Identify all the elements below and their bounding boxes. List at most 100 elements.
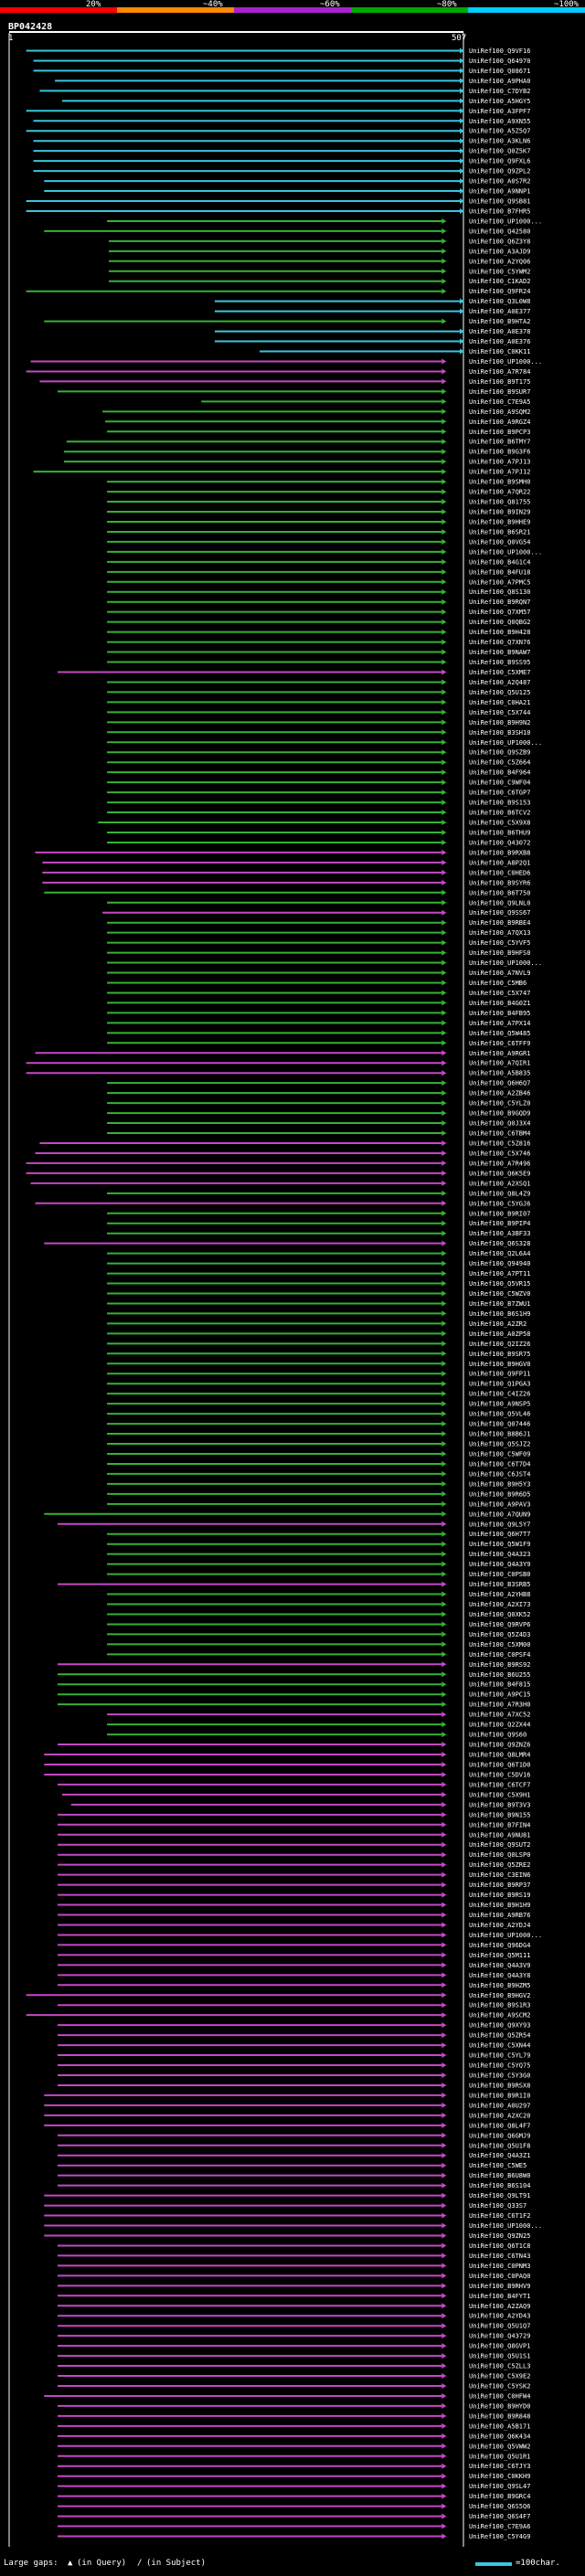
hit-row[interactable]: UniRef100_C0HA21 [107, 699, 530, 706]
hit-label[interactable]: UniRef100_Q0Z5K7 [469, 148, 530, 155]
hit-row[interactable]: UniRef100_Q0LSP0 [58, 1851, 530, 1859]
hit-row[interactable]: UniRef100_A0S7R2 [44, 178, 530, 186]
hit-row[interactable]: UniRef100_A2YDJ4 [58, 1922, 530, 1929]
hit-label[interactable]: UniRef100_Q9SB81 [469, 198, 530, 206]
hit-label[interactable]: UniRef100_Q7XN76 [469, 639, 530, 646]
hit-row[interactable]: UniRef100_B9HZM5 [58, 1982, 530, 1989]
hit-label[interactable]: UniRef100_B9HTA2 [469, 318, 530, 325]
hit-label[interactable]: UniRef100_A5B171 [469, 2422, 530, 2430]
hit-label[interactable]: UniRef100_C5YL79 [469, 2052, 530, 2060]
hit-label[interactable]: UniRef100_C5XM00 [469, 1641, 530, 1648]
hit-label[interactable]: UniRef100_B9GRC4 [469, 2493, 530, 2500]
hit-label[interactable]: UniRef100_Q43729 [469, 2333, 530, 2340]
hit-label[interactable]: UniRef100_A9SQM2 [469, 408, 530, 416]
hit-label[interactable]: UniRef100_Q5VWW2 [469, 2443, 530, 2450]
hit-label[interactable]: UniRef100_Q9FXL6 [469, 158, 530, 165]
hit-row[interactable]: UniRef100_Q5U1S1 [58, 2353, 530, 2360]
hit-label[interactable]: UniRef100_B9S153 [469, 800, 530, 807]
hit-label[interactable]: UniRef100_Q0LSP0 [469, 1851, 530, 1859]
hit-row[interactable]: UniRef100_C5WF09 [107, 1450, 530, 1458]
hit-label[interactable]: UniRef100_C5Z664 [469, 759, 530, 767]
hit-label[interactable]: UniRef100_Q5W485 [469, 1030, 530, 1037]
hit-label[interactable]: UniRef100_C6TN43 [469, 2253, 530, 2260]
hit-label[interactable]: UniRef100_UP1000... [469, 358, 542, 366]
hit-label[interactable]: UniRef100_B6S104 [469, 2182, 530, 2189]
hit-row[interactable]: UniRef100_A0E377 [214, 308, 531, 315]
hit-row[interactable]: UniRef100_B9HHE9 [107, 518, 530, 525]
hit-row[interactable]: UniRef100_C5Z816 [39, 1140, 530, 1147]
hit-row[interactable]: UniRef100_A7PT11 [107, 1270, 530, 1277]
hit-label[interactable]: UniRef100_B6TCV2 [469, 810, 530, 817]
hit-row[interactable]: UniRef100_C5YLZ0 [107, 1100, 530, 1108]
hit-label[interactable]: UniRef100_B6TMY7 [469, 439, 530, 446]
hit-row[interactable]: UniRef100_Q2L6A4 [107, 1250, 530, 1257]
hit-row[interactable]: UniRef100_Q7XN76 [107, 639, 530, 646]
hit-label[interactable]: UniRef100_Q43072 [469, 839, 530, 846]
hit-label[interactable]: UniRef100_Q5ZRE2 [469, 1861, 530, 1869]
hit-row[interactable]: UniRef100_Q64970 [33, 58, 531, 65]
hit-row[interactable]: UniRef100_A2XSQ1 [30, 1180, 531, 1187]
hit-label[interactable]: UniRef100_A0U297 [469, 2102, 530, 2109]
hit-label[interactable]: UniRef100_B4F815 [469, 1681, 530, 1689]
hit-label[interactable]: UniRef100_Q4A3V9 [469, 1962, 530, 1969]
hit-row[interactable]: UniRef100_A3BF33 [107, 1230, 530, 1237]
hit-label[interactable]: UniRef100_B9H428 [469, 629, 530, 636]
hit-row[interactable]: UniRef100_B9SYR6 [42, 879, 530, 886]
hit-label[interactable]: UniRef100_A3AJD9 [469, 248, 530, 255]
hit-row[interactable]: UniRef100_Q6T1D0 [44, 1761, 530, 1768]
hit-label[interactable]: UniRef100_C5X744 [469, 709, 530, 716]
hit-row[interactable]: UniRef100_C5X9H1 [61, 1791, 530, 1798]
hit-label[interactable]: UniRef100_B9T175 [469, 378, 530, 386]
hit-row[interactable]: UniRef100_C0HED6 [42, 869, 530, 876]
hit-label[interactable]: UniRef100_A2ZB46 [469, 1090, 530, 1097]
hit-label[interactable]: UniRef100_Q6T1D0 [469, 1761, 530, 1768]
hit-label[interactable]: UniRef100_Q5Z4D3 [469, 1631, 530, 1638]
hit-row[interactable]: UniRef100_C5YL79 [58, 2052, 530, 2060]
hit-label[interactable]: UniRef100_B6S1H9 [469, 1310, 530, 1318]
hit-row[interactable]: UniRef100_B9RI07 [107, 1210, 530, 1217]
hit-label[interactable]: UniRef100_A7R3H0 [469, 1701, 530, 1709]
hit-label[interactable]: UniRef100_B9RXB8 [469, 849, 530, 856]
hit-label[interactable]: UniRef100_C5YGJ6 [469, 1200, 530, 1207]
hit-row[interactable]: UniRef100_C0KKH9 [58, 2473, 530, 2480]
hit-label[interactable]: UniRef100_C5ZLL3 [469, 2363, 530, 2370]
hit-row[interactable]: UniRef100_Q4A323 [107, 1551, 530, 1558]
hit-label[interactable]: UniRef100_Q7XM57 [469, 609, 530, 616]
hit-label[interactable]: UniRef100_B9RS19 [469, 1892, 530, 1899]
hit-row[interactable]: UniRef100_B7ZWU1 [107, 1300, 530, 1308]
hit-label[interactable]: UniRef100_C5Y3G0 [469, 2072, 530, 2079]
hit-label[interactable]: UniRef100_B9IN29 [469, 509, 530, 516]
hit-label[interactable]: UniRef100_B9SR75 [469, 1351, 530, 1358]
hit-label[interactable]: UniRef100_Q4A323 [469, 1551, 530, 1558]
hit-label[interactable]: UniRef100_Q9SS67 [469, 909, 530, 917]
hit-label[interactable]: UniRef100_A9RGR1 [469, 1050, 530, 1057]
hit-row[interactable]: UniRef100_Q5VWW2 [58, 2443, 530, 2450]
hit-row[interactable]: UniRef100_A7PX14 [107, 1020, 530, 1027]
hit-label[interactable]: UniRef100_B9S1R3 [469, 2002, 530, 2009]
hit-label[interactable]: UniRef100_A0E378 [469, 328, 530, 335]
hit-label[interactable]: UniRef100_Q5U1S1 [469, 2353, 530, 2360]
hit-label[interactable]: UniRef100_C0PSF4 [469, 1651, 530, 1659]
hit-label[interactable]: UniRef100_C6TBM4 [469, 1130, 530, 1138]
hit-label[interactable]: UniRef100_C5X9X8 [469, 820, 530, 827]
hit-row[interactable]: UniRef100_A0E378 [214, 328, 531, 335]
hit-label[interactable]: UniRef100_B9R6D5 [469, 1490, 530, 1498]
hit-row[interactable]: UniRef100_Q81755 [107, 499, 530, 506]
hit-row[interactable]: UniRef100_B9SR75 [107, 1351, 530, 1358]
hit-row[interactable]: UniRef100_B9S1R3 [58, 2002, 530, 2009]
hit-label[interactable]: UniRef100_B7FIN4 [469, 1821, 530, 1829]
hit-row[interactable]: UniRef100_Q6K434 [58, 2433, 530, 2440]
hit-row[interactable]: UniRef100_B4G1C4 [107, 558, 530, 566]
hit-label[interactable]: UniRef100_A9RGZ4 [469, 419, 530, 426]
hit-row[interactable]: UniRef100_C5MB6 [107, 980, 526, 987]
hit-label[interactable]: UniRef100_C0HFW4 [469, 2392, 530, 2400]
hit-label[interactable]: UniRef100_Q42580 [469, 228, 530, 235]
hit-row[interactable]: UniRef100_B6T750 [44, 889, 530, 896]
hit-row[interactable]: UniRef100_A2ZAQ9 [58, 2303, 530, 2310]
hit-row[interactable]: UniRef100_C5XM00 [107, 1641, 530, 1648]
hit-row[interactable]: UniRef100_A3AJD9 [109, 248, 530, 255]
hit-row[interactable]: UniRef100_A0U297 [44, 2102, 530, 2109]
hit-label[interactable]: UniRef100_A3KLN6 [469, 138, 530, 145]
hit-label[interactable]: UniRef100_Q5U1Q7 [469, 2323, 530, 2330]
hit-label[interactable]: UniRef100_C5WZV0 [469, 1290, 530, 1298]
